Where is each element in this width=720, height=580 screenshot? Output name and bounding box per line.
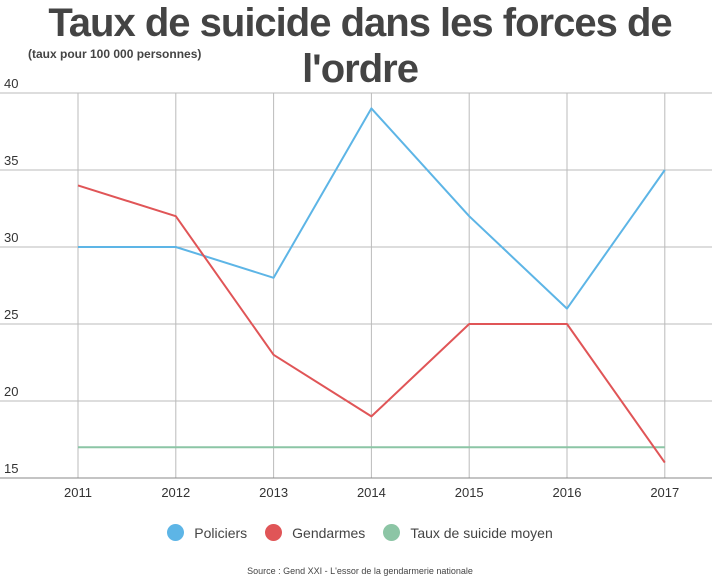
y-tick-label: 40: [4, 76, 18, 91]
legend-item: Policiers: [167, 524, 247, 541]
legend-label: Taux de suicide moyen: [410, 524, 553, 541]
legend-item: Taux de suicide moyen: [383, 524, 553, 541]
y-tick-label: 15: [4, 461, 18, 476]
x-tick-label: 2017: [650, 485, 679, 500]
legend-marker-icon: [167, 524, 185, 541]
legend-label: Policiers: [194, 524, 248, 541]
source-note: Source : Gend XXI - L'essor de la gendar…: [247, 566, 473, 576]
x-tick-label: 2012: [161, 485, 190, 500]
legend-marker-icon: [383, 524, 401, 541]
chart-title: Taux de suicide dans les forces de l'ord…: [48, 1, 672, 91]
y-tick-label: 35: [4, 153, 18, 168]
y-tick-label: 25: [4, 307, 18, 322]
series-line-policiers: [78, 107, 666, 310]
x-tick-label: 2015: [455, 485, 484, 500]
x-tick-label: 2014: [357, 485, 386, 500]
y-tick-label: 20: [4, 384, 18, 399]
legend: Policiers Gendarmes Taux de suicide moyen: [0, 524, 720, 541]
series-line-gendarmes: [77, 184, 666, 464]
legend-item: Gendarmes: [265, 524, 365, 541]
legend-marker-icon: [265, 524, 283, 541]
y-tick-label: 30: [4, 230, 18, 245]
x-tick-label: 2011: [64, 485, 92, 500]
chart-subtitle: (taux pour 100 000 personnes): [28, 47, 202, 61]
x-tick-label: 2016: [553, 485, 582, 500]
line-chart: 15 20 25 30 35 40 2011 2012 2013 2014 2015 2016 2017: [0, 76, 712, 500]
legend-label: Gendarmes: [292, 524, 366, 541]
x-tick-label: 2013: [259, 485, 288, 500]
